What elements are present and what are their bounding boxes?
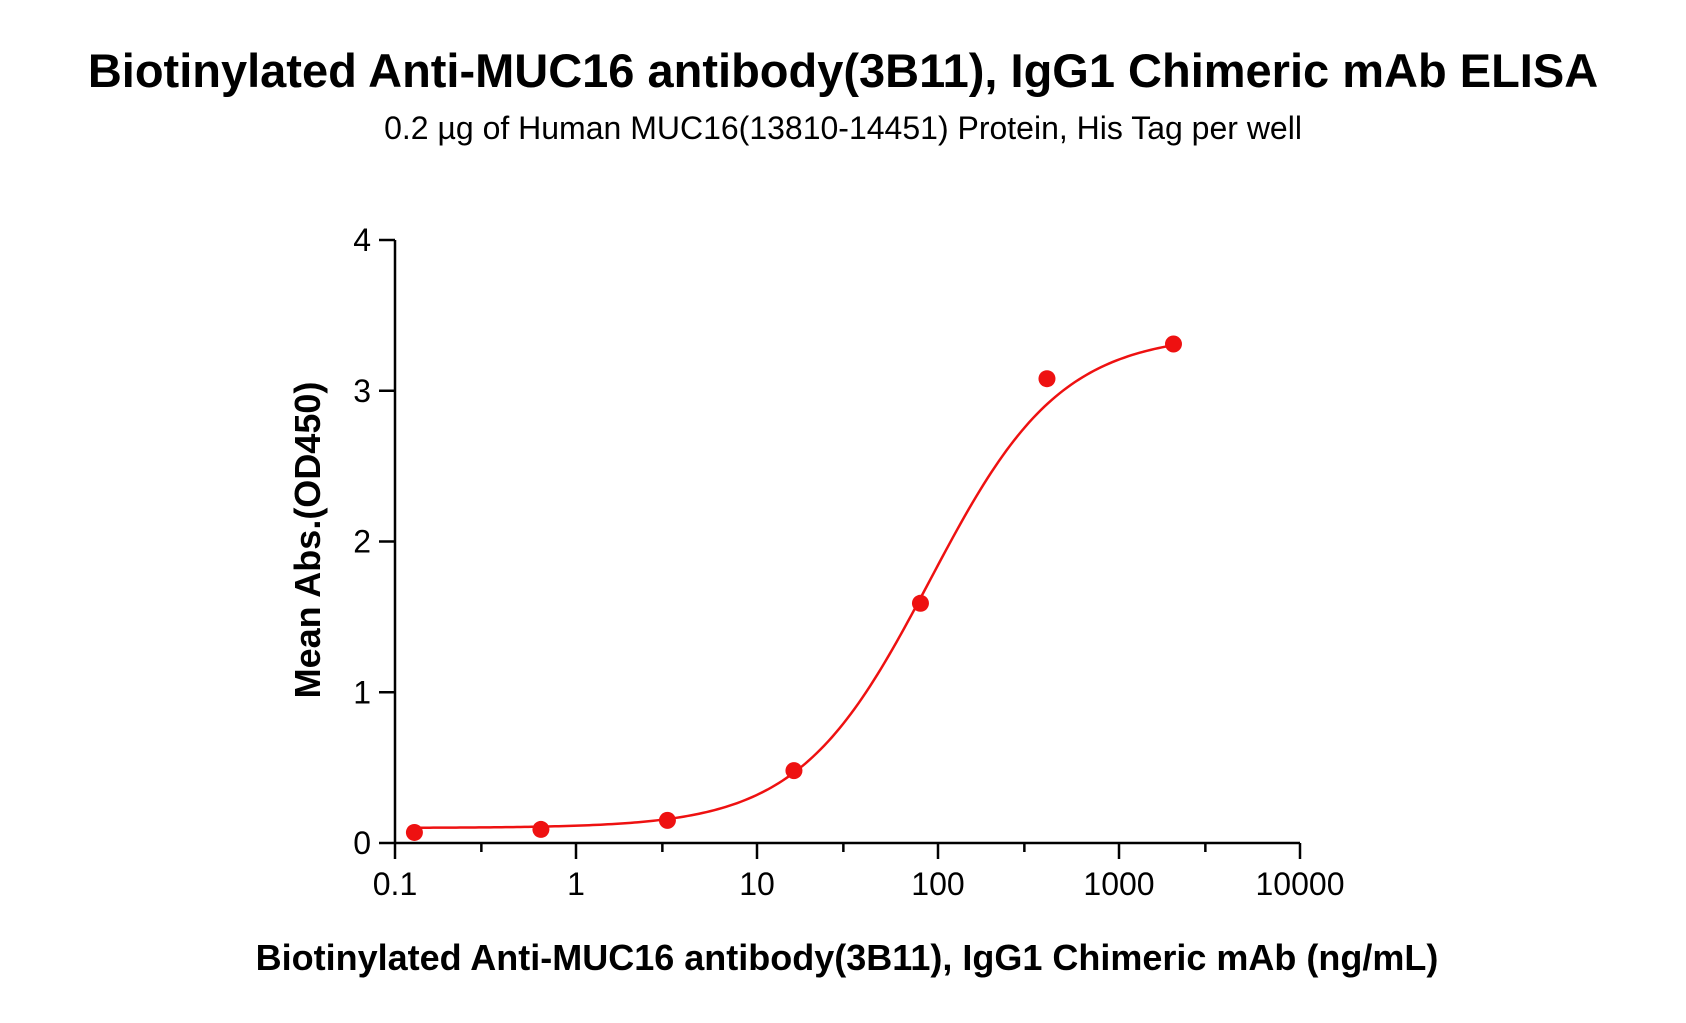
y-ticks: 0 1 2 3 4 [353,222,395,861]
x-ticks: 0.1 1 10 100 1000 10000 [373,843,1345,902]
y-tick-label: 3 [353,373,371,409]
data-point [1038,370,1056,388]
y-tick-label: 0 [353,825,371,861]
x-tick-label: 1 [567,866,585,902]
data-point [405,823,423,841]
x-tick-label: 10000 [1256,866,1345,902]
chart-title: Biotinylated Anti-MUC16 antibody(3B11), … [88,44,1598,97]
fit-curve [414,343,1174,829]
data-point [911,594,929,612]
data-point [1164,335,1182,353]
axes [393,240,1300,845]
series-layer [405,335,1182,841]
y-tick-label: 2 [353,524,371,560]
data-point [785,762,803,780]
x-tick-label: 100 [911,866,964,902]
x-axis-label: Biotinylated Anti-MUC16 antibody(3B11), … [256,937,1439,978]
y-tick-label: 4 [353,222,371,258]
data-point [532,820,550,838]
x-tick-label: 10 [739,866,775,902]
chart-subtitle: 0.2 µg of Human MUC16(13810-14451) Prote… [384,110,1302,146]
y-axis-label: Mean Abs.(OD450) [287,382,328,699]
y-tick-label: 1 [353,674,371,710]
x-tick-label: 0.1 [373,866,417,902]
x-tick-label: 1000 [1083,866,1154,902]
data-point [658,811,676,829]
